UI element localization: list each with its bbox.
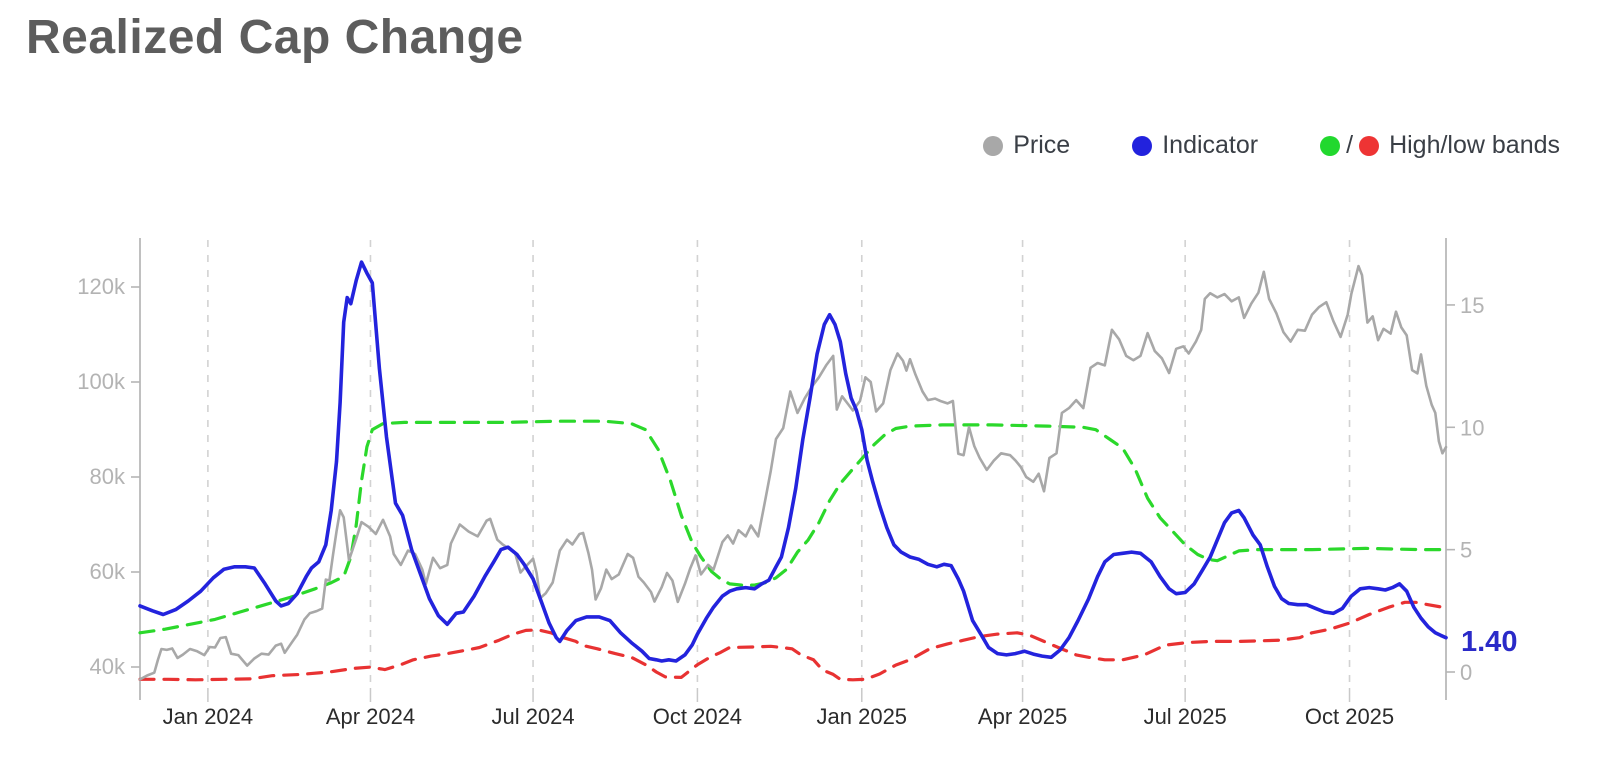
page-title: Realized Cap Change bbox=[26, 11, 524, 64]
x-tick-label: Jul 2024 bbox=[491, 704, 574, 729]
x-tick-label: Oct 2025 bbox=[1305, 704, 1394, 729]
legend-label-indicator: Indicator bbox=[1162, 131, 1259, 159]
legend-label-price: Price bbox=[1013, 131, 1071, 159]
price-dot-icon bbox=[983, 135, 1004, 156]
legend-slash: / bbox=[1346, 131, 1354, 159]
x-tick-label: Jan 2025 bbox=[817, 704, 908, 729]
current-value-label: 1.40 bbox=[1461, 626, 1518, 658]
chart-legend: Price Indicator / High/low bands bbox=[0, 131, 1560, 160]
y-tick-label-left: 80k bbox=[90, 464, 126, 489]
high-band-line bbox=[138, 419, 1448, 635]
y-tick-label-left: 40k bbox=[90, 654, 126, 679]
x-tick-label: Apr 2024 bbox=[326, 704, 415, 729]
x-tick-label: Apr 2025 bbox=[978, 704, 1067, 729]
legend-item-price[interactable]: Price bbox=[983, 131, 1070, 160]
y-tick-label-left: 60k bbox=[90, 559, 126, 584]
legend-item-bands[interactable]: / High/low bands bbox=[1320, 131, 1560, 160]
legend-label-bands: High/low bands bbox=[1389, 131, 1560, 159]
x-tick-label: Jul 2025 bbox=[1144, 704, 1227, 729]
low-band-dot-icon bbox=[1359, 135, 1380, 156]
x-tick-label: Oct 2024 bbox=[653, 704, 742, 729]
y-tick-label-left: 120k bbox=[77, 274, 126, 299]
indicator-line bbox=[138, 260, 1448, 663]
y-tick-label-right: 10 bbox=[1460, 415, 1484, 440]
y-tick-label-left: 100k bbox=[77, 369, 126, 394]
y-tick-label-right: 0 bbox=[1460, 660, 1472, 685]
legend-item-indicator[interactable]: Indicator bbox=[1132, 131, 1258, 160]
price-line bbox=[138, 264, 1448, 681]
high-band-dot-icon bbox=[1320, 135, 1341, 156]
low-band-line bbox=[138, 600, 1448, 682]
indicator-dot-icon bbox=[1132, 135, 1153, 156]
y-tick-label-right: 5 bbox=[1460, 538, 1472, 563]
y-tick-label-right: 15 bbox=[1460, 293, 1484, 318]
x-tick-label: Jan 2024 bbox=[163, 704, 254, 729]
